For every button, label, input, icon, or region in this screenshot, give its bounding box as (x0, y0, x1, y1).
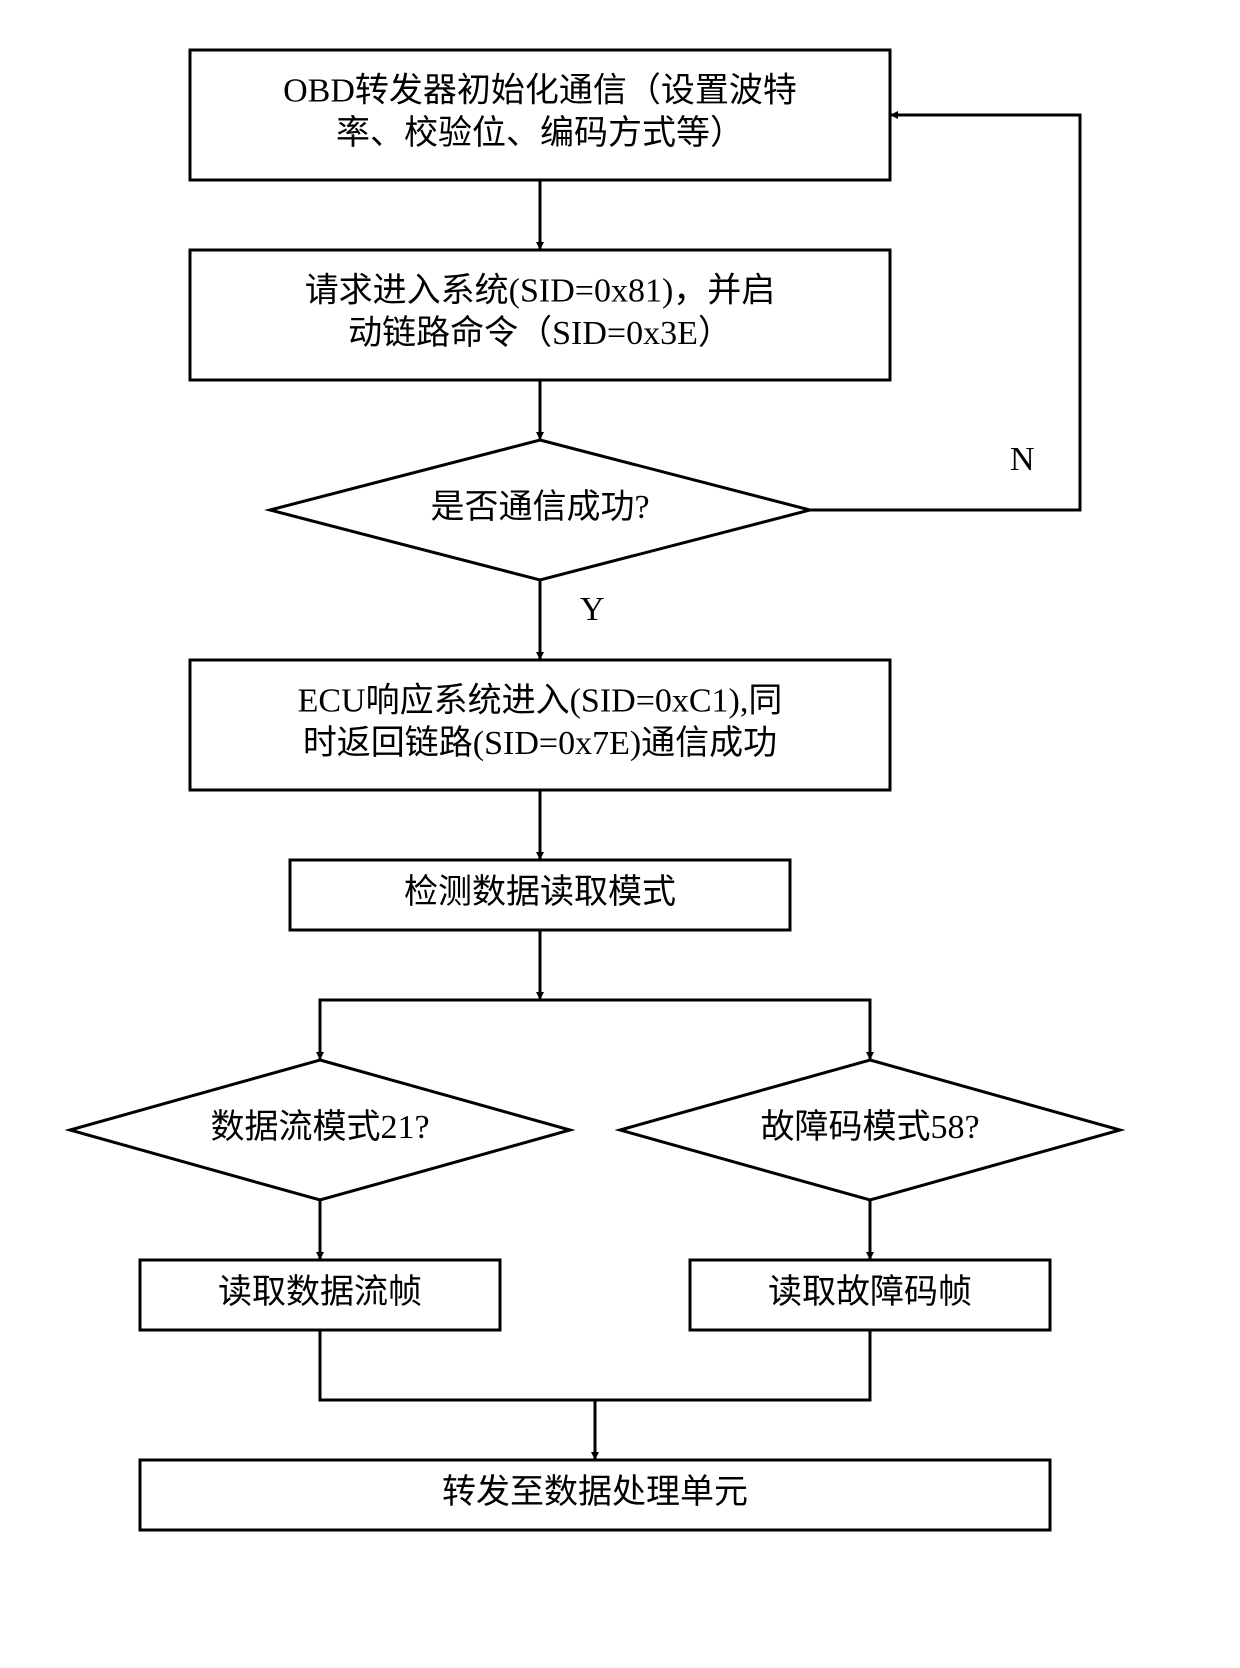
node-text: 读取故障码帧 (768, 1273, 972, 1311)
node-text: 转发至数据处理单元 (442, 1473, 748, 1511)
node-text: ECU响应系统进入(SID=0xC1),同 (298, 682, 783, 720)
edge (540, 1000, 870, 1060)
node-text: 请求进入系统(SID=0x81)，并启 (305, 272, 776, 310)
node-text: 时返回链路(SID=0x7E)通信成功 (303, 724, 777, 762)
flowchart-canvas: OBD转发器初始化通信（设置波特率、校验位、编码方式等） 请求进入系统(SID=0… (0, 0, 1240, 1668)
node-text: 读取数据流帧 (218, 1273, 422, 1311)
node-text: 是否通信成功? (430, 488, 649, 526)
edge (320, 1330, 595, 1400)
node-text: 数据流模式21? (210, 1108, 429, 1146)
node-text: 动链路命令（SID=0x3E） (348, 314, 732, 352)
node-text: 率、校验位、编码方式等） (336, 114, 744, 152)
node-text: 故障码模式58? (760, 1108, 979, 1146)
node-text: OBD转发器初始化通信（设置波特 (283, 72, 797, 110)
edge (320, 1000, 540, 1060)
node-text: 检测数据读取模式 (404, 873, 676, 911)
branch-label: Y (580, 591, 605, 628)
edge (595, 1330, 870, 1400)
branch-label: N (1010, 441, 1035, 478)
